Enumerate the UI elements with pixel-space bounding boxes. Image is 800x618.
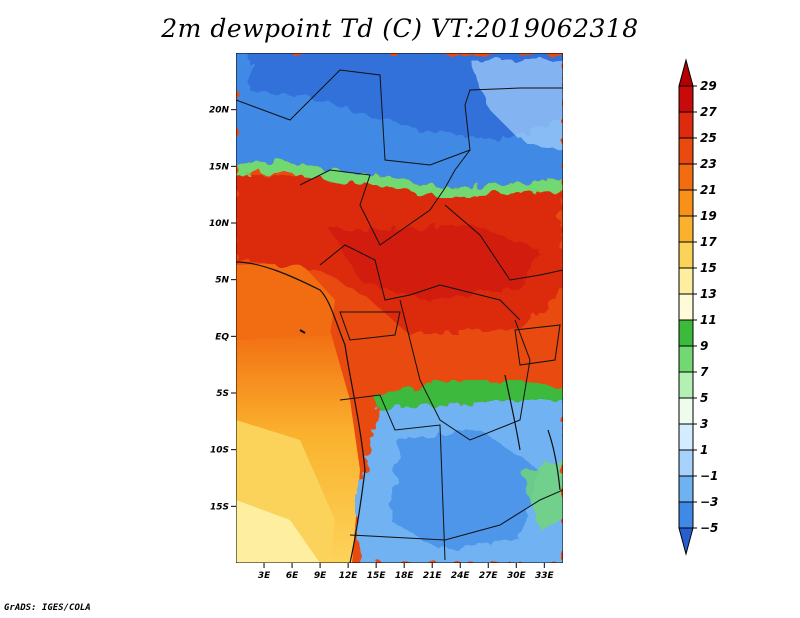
boundary-south [349,489,563,541]
colorbar-segment [678,189,694,217]
lat-tick-label: 5N [215,276,229,286]
boundary-drc [399,299,531,441]
lon-tick-label: 15E [367,571,387,581]
colorbar-segment [678,475,694,503]
colorbar-label: 11 [700,313,717,327]
colorbar-segment [678,163,694,191]
lat-tick-label: 15N [209,162,230,172]
colorbar-segment [678,111,694,139]
dewpoint-field [236,53,563,563]
lon-tick-label: 30E [507,571,527,581]
colorbar-segment [678,397,694,425]
field-congo-green-fringe [372,380,563,410]
boundary-car [319,244,521,321]
colorbar-label: 21 [700,183,717,197]
lat-tick-label: 10N [209,219,230,229]
colorbar-segment [678,371,694,399]
colorbar-segment [678,423,694,451]
colorbar-segment [678,267,694,295]
colorbar-label: 7 [700,365,709,379]
lat-tick-label: EQ [215,332,229,342]
colorbar-segment [678,293,694,321]
field-nile-lightblue [470,60,563,150]
colorbar-segment [678,501,694,529]
lake-tanganyika [504,374,521,451]
longitude-axis: 3E 6E 9E 12E 15E 18E 21E 24E 27E 30E 33E [258,563,555,581]
boundary-chad-niger [299,149,471,246]
colorbar-label: 25 [700,131,717,145]
colorbar-label: 13 [700,287,717,301]
lon-tick-label: 18E [395,571,415,581]
lake-malawi [547,429,561,491]
colorbar-label: 1 [700,443,708,457]
colorbar-segment [678,319,694,347]
lon-tick-label: 27E [479,571,499,581]
colorbar-label: 27 [700,105,717,119]
colorbar-label: 23 [700,157,717,171]
colorbar-label: 17 [700,235,717,249]
colorbar-segment [678,85,694,113]
boundary-sudan [444,204,563,281]
colorbar-label: 3 [700,417,708,431]
country-boundaries [236,69,563,563]
colorbar-label: 5 [700,391,708,405]
colorbar-segment [678,449,694,477]
lon-tick-label: 24E [451,571,471,581]
lon-tick-label: 21E [423,571,443,581]
colorbar-label: 19 [700,209,717,223]
colorbar-label: 9 [700,339,708,353]
lat-tick-label: 10S [210,446,229,456]
map-title: 2m dewpoint Td (C) VT:2019062318 [161,14,639,43]
colorbar-segment [678,137,694,165]
colorbar-label: 29 [700,79,717,93]
grads-credit: GrADS: IGES/COLA [4,603,91,613]
colorbar-segment [678,345,694,373]
lon-tick-label: 3E [258,571,271,581]
lon-tick-label: 6E [286,571,299,581]
lat-tick-label: 15S [210,502,229,512]
field-atlantic-pale [236,500,320,563]
coastline-west [236,261,366,563]
colorbar-bottom-arrow [678,527,694,556]
field-sahel-green-fringe [236,160,563,198]
colorbar-segment [678,241,694,269]
lon-tick-label: 33E [535,571,555,581]
field-east-green [520,460,563,530]
colorbar-label: 15 [700,261,717,275]
field-southern-deepblue [390,430,540,550]
latitude-axis: 20N 15N 10N 5N EQ 5S 10S 15S [209,106,236,512]
bioko-island [299,329,306,334]
colorbar-segment [678,215,694,243]
field-gulf-guinea [236,262,335,340]
boundary-gabon [339,311,401,341]
colorbar-label: −1 [700,469,718,483]
colorbar-label: −3 [700,495,718,509]
colorbar: 29 27 25 23 21 19 17 15 13 11 9 7 5 3 1 −1 −3 −5 [678,58,718,556]
boundary-uganda-kenya [514,324,561,366]
lat-tick-label: 5S [216,389,229,399]
boundary-angola [339,394,446,561]
lon-tick-label: 12E [339,571,359,581]
lat-tick-label: 20N [209,106,230,116]
colorbar-label: −5 [700,521,718,535]
lon-tick-label: 9E [314,571,327,581]
colorbar-top-arrow [678,58,694,87]
boundary-north [236,69,563,166]
